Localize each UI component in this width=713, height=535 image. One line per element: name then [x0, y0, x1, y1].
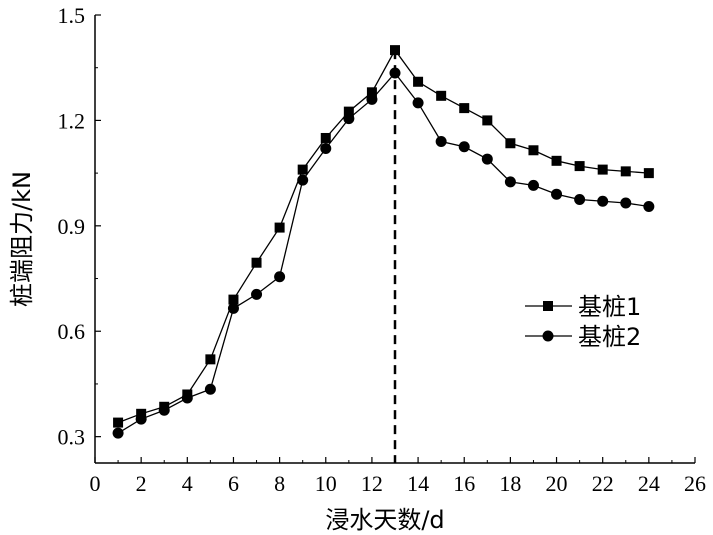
- x-tick-label: 16: [453, 471, 475, 496]
- data-point-square: [643, 168, 654, 179]
- data-point-square: [343, 106, 354, 117]
- data-point-circle: [181, 392, 193, 404]
- data-point-square: [528, 145, 539, 156]
- data-point-circle: [251, 288, 263, 300]
- y-axis-label: 桩端阻力/kN: [8, 171, 36, 307]
- data-point-circle: [412, 97, 424, 109]
- data-point-square: [620, 166, 631, 177]
- data-point-circle: [481, 153, 493, 165]
- data-point-square: [366, 87, 377, 98]
- x-tick-label: 18: [499, 471, 521, 496]
- axes: 0 2 4 6 8 10 12 14 16 18 20 22 24 260.30.60.91.21.5: [58, 3, 707, 496]
- data-point-circle: [597, 195, 609, 207]
- y-tick-label: 0.9: [58, 214, 86, 239]
- y-tick-label: 0.3: [58, 425, 86, 450]
- data-point-circle: [158, 404, 170, 416]
- data-point-square: [297, 164, 308, 175]
- data-point-square: [205, 354, 216, 365]
- x-tick-label: 20: [546, 471, 568, 496]
- x-tick-label: 22: [592, 471, 614, 496]
- data-point-circle: [527, 179, 539, 191]
- data-point-circle: [297, 174, 309, 186]
- series-line: [117, 48, 649, 424]
- data-point-square: [320, 132, 331, 143]
- x-tick-label: 14: [407, 471, 429, 496]
- y-tick-label: 1.5: [58, 3, 86, 28]
- data-point-square: [482, 115, 493, 126]
- x-tick-label: 24: [638, 471, 660, 496]
- data-point-square: [436, 90, 447, 101]
- x-tick-label: 12: [361, 471, 383, 496]
- legend-marker-square: [543, 301, 553, 311]
- data-point-circle: [274, 271, 286, 283]
- x-tick-label: 4: [182, 471, 193, 496]
- data-point-circle: [620, 197, 632, 209]
- data-point-square: [274, 222, 285, 233]
- data-point-circle: [343, 113, 355, 125]
- y-tick-label: 0.6: [58, 319, 86, 344]
- x-axis-label: 浸水天数/d: [325, 506, 444, 534]
- y-tick-label: 1.2: [58, 108, 86, 133]
- legend-label: 基桩2: [578, 323, 641, 351]
- data-point-square: [597, 164, 608, 175]
- series-2: [112, 67, 655, 439]
- legend-marker-circle: [542, 330, 554, 342]
- data-point-circle: [366, 93, 378, 105]
- x-tick-label: 10: [315, 471, 337, 496]
- data-point-circle: [227, 302, 239, 314]
- data-point-circle: [320, 143, 332, 155]
- data-point-square: [459, 103, 470, 114]
- x-tick-label: 6: [228, 471, 239, 496]
- series-1: [113, 45, 654, 428]
- data-point-square: [574, 161, 585, 172]
- data-point-square: [390, 45, 400, 56]
- data-point-circle: [551, 188, 563, 200]
- data-point-square: [251, 257, 262, 268]
- data-point-square: [228, 294, 239, 305]
- data-point-circle: [458, 141, 470, 153]
- data-point-circle: [204, 383, 216, 395]
- x-tick-label: 0: [90, 471, 101, 496]
- data-point-circle: [112, 427, 124, 439]
- data-point-circle: [643, 200, 655, 212]
- series-layer: [112, 45, 655, 439]
- x-tick-label: 2: [136, 471, 147, 496]
- data-point-square: [551, 155, 562, 166]
- x-tick-label: 8: [274, 471, 285, 496]
- x-tick-label: 26: [684, 471, 706, 496]
- data-point-circle: [135, 413, 147, 425]
- data-point-square: [505, 138, 516, 149]
- data-point-circle: [435, 135, 447, 147]
- data-point-square: [413, 76, 424, 87]
- data-point-square: [113, 417, 124, 428]
- data-point-circle: [504, 176, 516, 188]
- data-point-circle: [574, 193, 586, 205]
- legend-label: 基桩1: [578, 293, 641, 321]
- data-point-circle: [389, 67, 401, 79]
